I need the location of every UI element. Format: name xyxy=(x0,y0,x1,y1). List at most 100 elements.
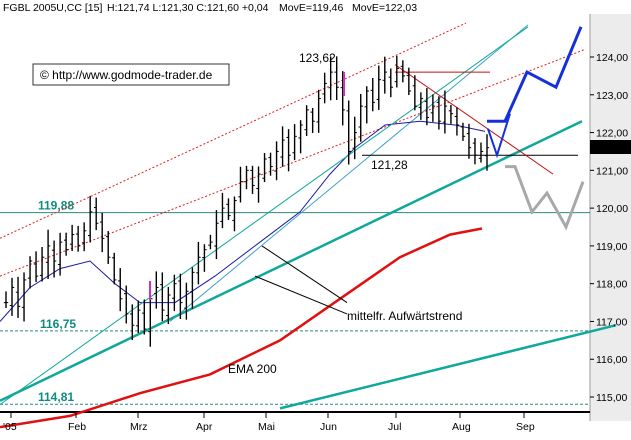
price-bar xyxy=(190,267,195,309)
price-bar xyxy=(136,300,141,334)
y-tick-label: 121,00 xyxy=(596,165,628,177)
forecast-pullback-path xyxy=(487,113,511,159)
price-bar xyxy=(358,93,363,142)
price-bar xyxy=(15,276,21,318)
x-tick-label: Mrz xyxy=(130,421,148,433)
header-move-e1: MovE=119,46 xyxy=(279,2,343,14)
annotation-high: 123,62 xyxy=(299,51,336,65)
price-bar xyxy=(202,244,207,272)
price-bar xyxy=(100,212,105,253)
price-bar xyxy=(178,273,183,319)
annotation-pointer xyxy=(261,245,348,304)
x-tick-label: Jun xyxy=(320,421,337,433)
steep-trend-line xyxy=(169,24,529,322)
price-bar xyxy=(166,286,171,325)
price-bar xyxy=(172,274,177,312)
x-tick-label: Feb xyxy=(68,421,86,433)
y-tick-label: 118,00 xyxy=(596,279,627,291)
price-bar xyxy=(244,165,249,190)
x-tick-label: '05 xyxy=(3,421,17,433)
price-bar xyxy=(382,56,387,94)
price-bar xyxy=(418,92,424,120)
price-bar xyxy=(27,256,33,289)
price-bar xyxy=(448,104,454,124)
price-bar xyxy=(184,282,189,320)
price-bar xyxy=(460,122,466,141)
price-bar xyxy=(63,232,69,256)
price-bar xyxy=(388,68,393,98)
price-bar xyxy=(364,86,369,124)
price-bar xyxy=(214,210,219,260)
y-tick-label: 117,00 xyxy=(596,316,627,328)
last-price-label: 121,60 xyxy=(594,142,626,154)
x-tick-label: Sep xyxy=(516,421,535,433)
price-bar xyxy=(472,137,478,165)
header-quote: H:121,74 L:121,30 C:121,60 +0,04 xyxy=(107,2,269,14)
price-bar xyxy=(208,234,213,250)
price-bar xyxy=(124,285,129,324)
price-bar xyxy=(304,105,309,136)
x-tick-label: Mai xyxy=(258,421,275,433)
price-bar xyxy=(75,225,81,252)
x-tick-label: Apr xyxy=(196,421,213,433)
price-bar xyxy=(226,198,231,220)
y-tick-label: 120,00 xyxy=(596,203,628,215)
price-bar xyxy=(286,129,291,172)
price-bar xyxy=(352,116,357,160)
last-price-badge xyxy=(590,140,631,154)
price-bar xyxy=(250,165,255,194)
channel-dotted-line xyxy=(0,22,467,239)
price-bar xyxy=(69,224,75,252)
price-bar xyxy=(346,100,351,165)
price-bar xyxy=(21,272,27,322)
y-tick-label: 122,00 xyxy=(596,128,628,140)
annotation-pointer xyxy=(254,275,348,315)
price-bar xyxy=(262,153,267,183)
y-tick-label: 124,00 xyxy=(596,52,628,64)
price-bar xyxy=(466,123,472,159)
price-bar xyxy=(340,71,345,126)
price-bar xyxy=(142,299,147,335)
x-tick-label: Aug xyxy=(452,421,471,433)
price-bar xyxy=(39,247,45,282)
price-bar xyxy=(436,96,442,130)
price-bar xyxy=(310,107,315,133)
price-bar xyxy=(322,72,327,104)
price-bar xyxy=(370,77,375,112)
forecast-up-path xyxy=(487,26,583,123)
price-bar xyxy=(400,60,406,83)
header-move-e2: MovE=122,03 xyxy=(352,2,417,14)
price-bar xyxy=(57,232,63,276)
price-bar xyxy=(154,271,159,309)
price-bar xyxy=(220,192,225,229)
trend-line xyxy=(279,323,617,410)
annotation-ema: EMA 200 xyxy=(228,362,277,376)
price-bar xyxy=(394,55,400,88)
price-bar xyxy=(130,304,135,341)
price-bar xyxy=(298,120,303,154)
header-symbol: FGBL 2005U,CC [15] xyxy=(3,2,102,14)
price-bar xyxy=(9,277,15,316)
price-bar xyxy=(160,272,165,322)
x-tick-label: Jul xyxy=(388,421,401,433)
support-level-label: 114,81 xyxy=(38,390,74,404)
support-level-label: 119,88 xyxy=(38,199,74,213)
price-bar xyxy=(292,124,297,161)
annotation-low: 121,28 xyxy=(371,158,408,172)
price-bar xyxy=(3,291,9,308)
price-bar xyxy=(112,252,117,285)
price-bar xyxy=(430,94,436,122)
price-bar xyxy=(238,166,243,203)
copyright-text: © http://www.godmode-trader.de xyxy=(40,68,213,82)
price-bar xyxy=(328,56,333,101)
price-bar xyxy=(274,141,279,181)
copyright-box xyxy=(32,63,230,86)
trend-line xyxy=(0,120,583,402)
support-level-label: 116,75 xyxy=(40,317,76,331)
price-bar xyxy=(424,88,430,126)
price-bar xyxy=(280,126,285,167)
price-bar xyxy=(51,240,57,278)
y-tick-label: 119,00 xyxy=(596,241,627,253)
